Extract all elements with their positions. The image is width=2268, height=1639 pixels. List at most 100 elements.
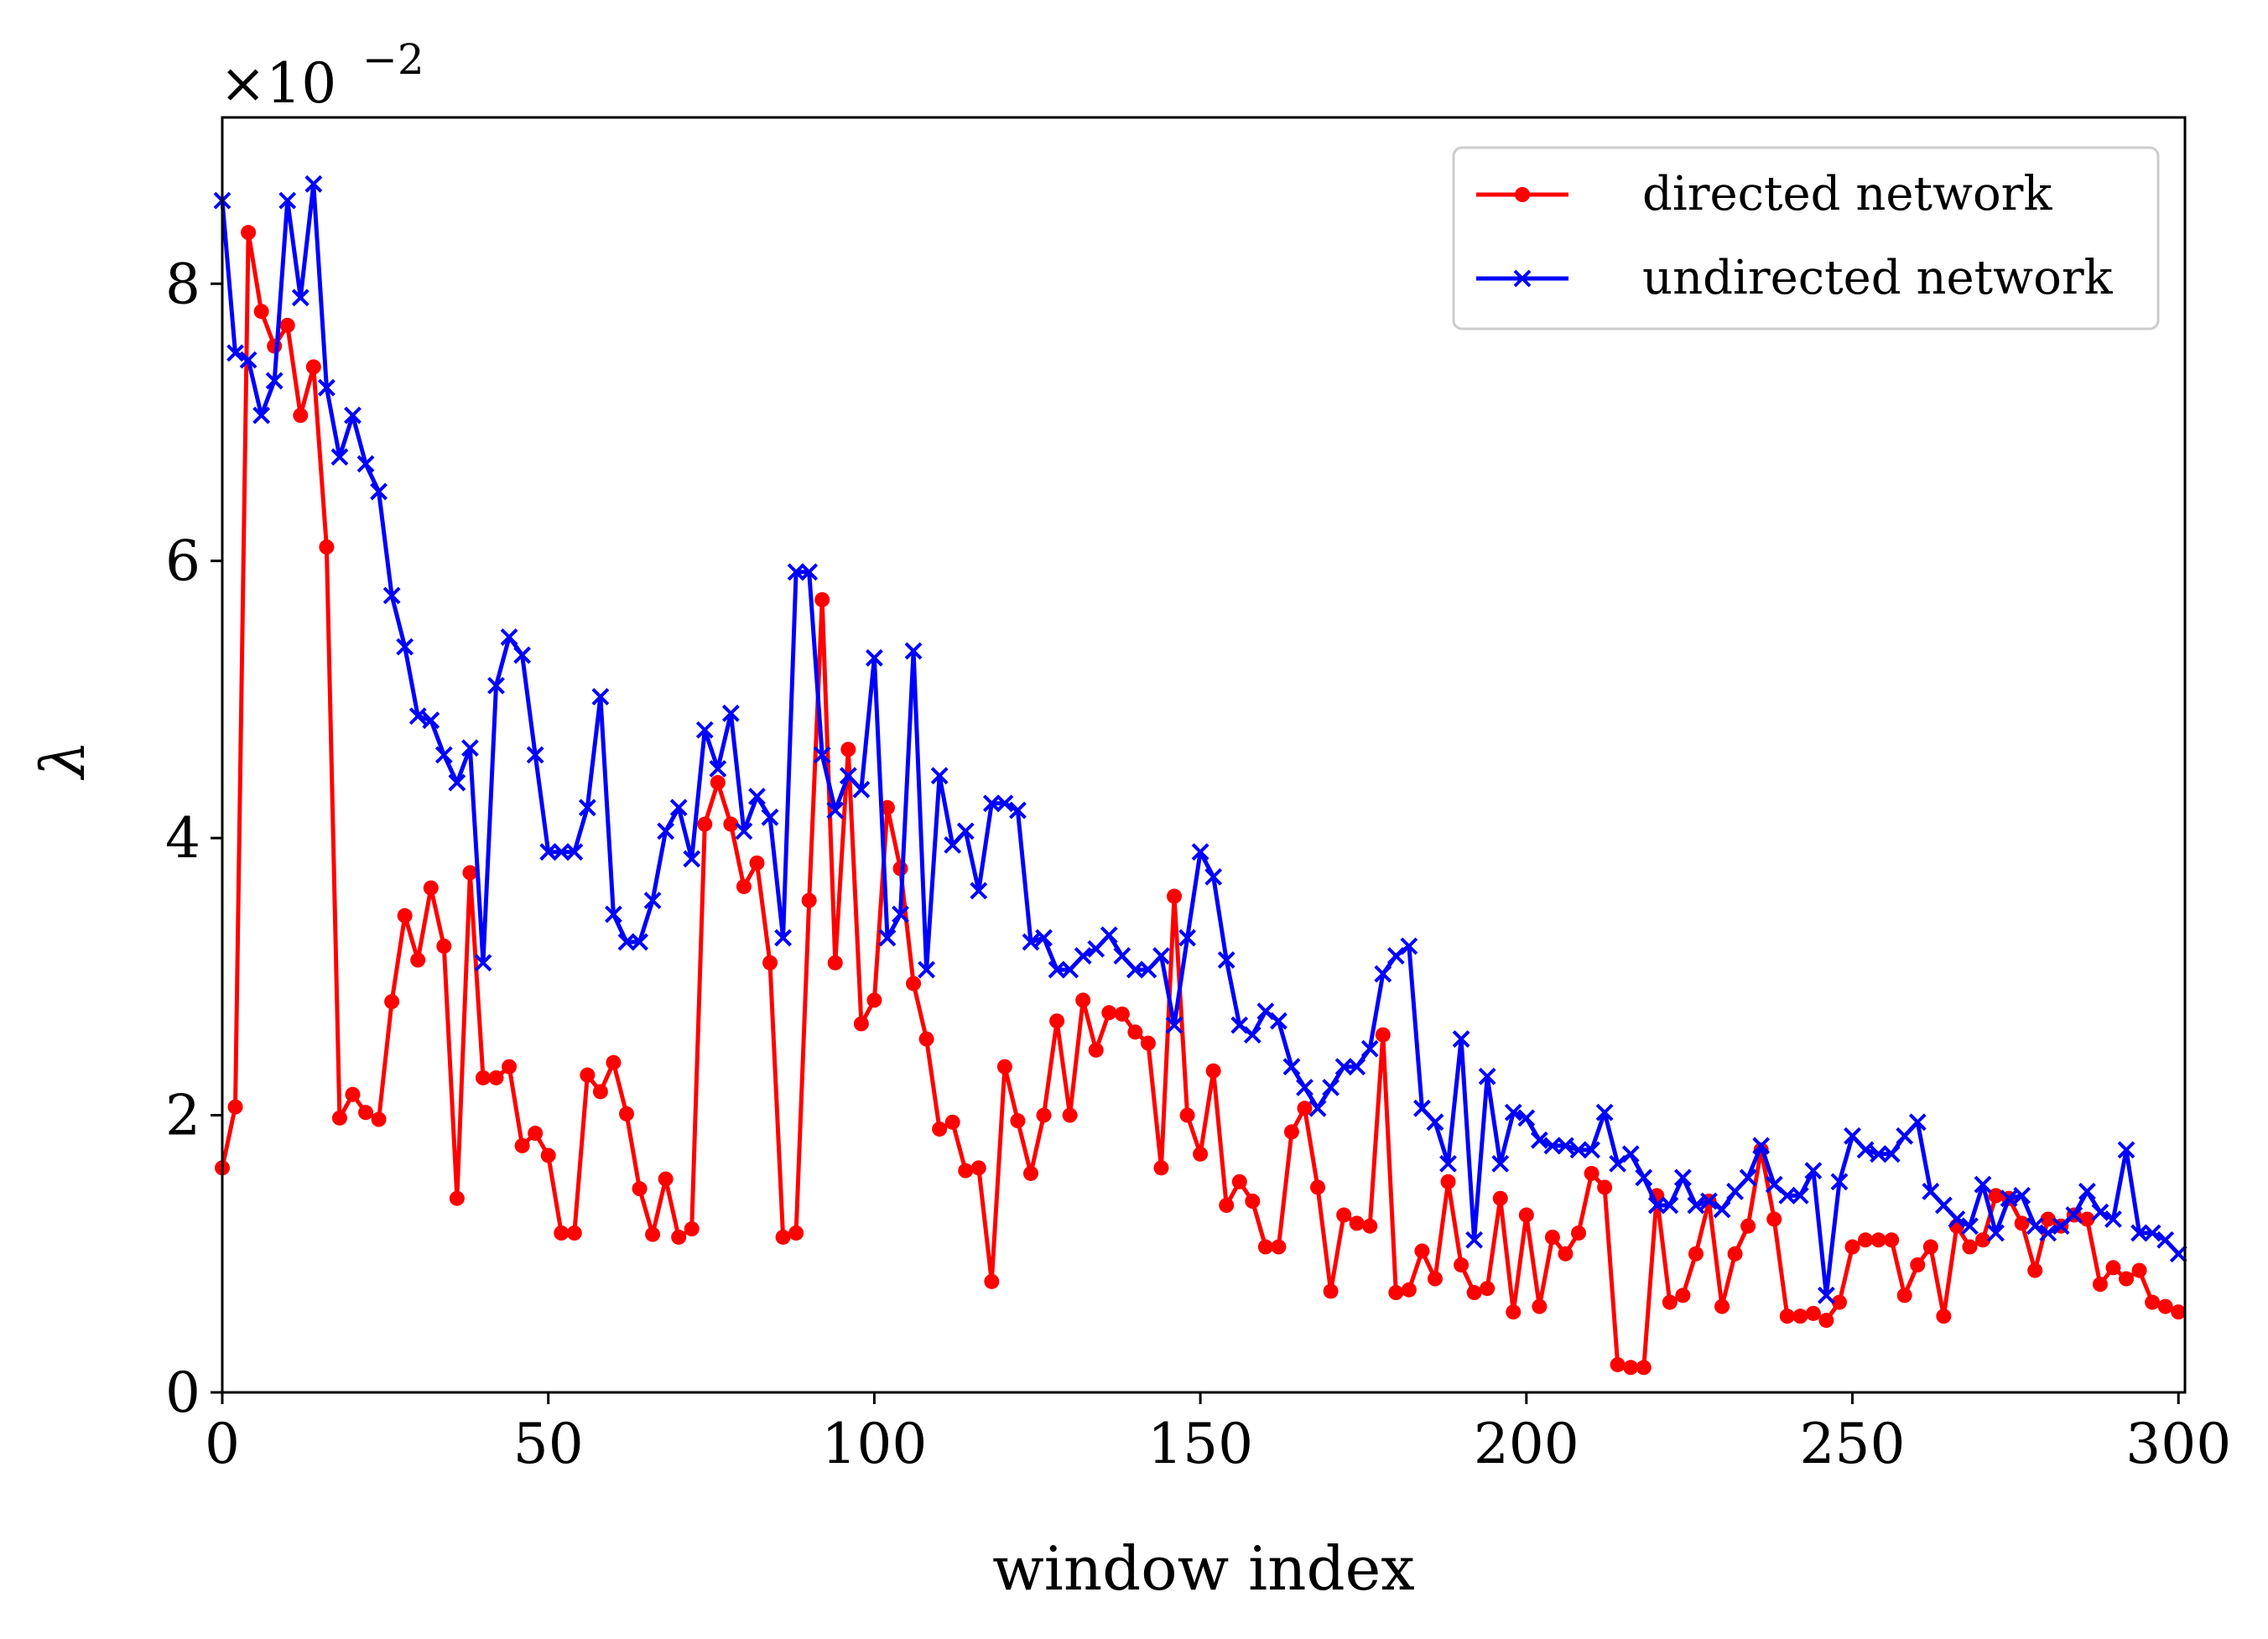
data-point bbox=[226, 344, 244, 362]
data-point bbox=[1426, 1113, 1444, 1132]
y-axis: 0 2 4 6 8 bbox=[165, 252, 222, 1425]
data-point bbox=[580, 1067, 596, 1083]
data-point bbox=[618, 1106, 634, 1121]
data-point bbox=[761, 808, 779, 826]
data-point bbox=[2117, 1141, 2135, 1159]
data-point bbox=[305, 359, 321, 375]
data-point bbox=[227, 1099, 243, 1115]
data-point bbox=[1792, 1309, 1808, 1324]
data-point bbox=[1036, 1107, 1052, 1123]
data-point bbox=[1193, 1146, 1209, 1162]
data-point bbox=[410, 952, 426, 968]
data-point bbox=[683, 850, 701, 868]
data-point bbox=[1219, 1197, 1235, 1213]
data-point bbox=[1204, 867, 1223, 886]
data-point bbox=[1452, 1030, 1470, 1048]
data-point bbox=[345, 1086, 361, 1102]
data-point bbox=[1740, 1218, 1756, 1234]
data-point bbox=[671, 1229, 687, 1245]
data-point bbox=[396, 637, 414, 656]
data-point bbox=[2143, 1224, 2161, 1242]
data-point bbox=[1205, 1063, 1221, 1079]
data-point bbox=[736, 878, 752, 894]
data-point bbox=[788, 1225, 804, 1241]
data-point bbox=[2039, 1224, 2057, 1242]
x-tick-label: 100 bbox=[821, 1412, 927, 1476]
data-point bbox=[2169, 1245, 2187, 1263]
data-point bbox=[710, 775, 726, 791]
data-point bbox=[723, 816, 739, 832]
data-point bbox=[878, 929, 897, 947]
data-point bbox=[1074, 947, 1092, 965]
data-point bbox=[488, 1069, 504, 1085]
y-multiplier-exponent: −2 bbox=[362, 35, 424, 84]
data-point bbox=[291, 289, 310, 307]
data-point bbox=[617, 933, 636, 951]
data-point bbox=[1048, 960, 1066, 979]
data-point bbox=[827, 955, 843, 970]
data-point bbox=[1022, 1165, 1038, 1181]
data-point bbox=[1688, 1246, 1704, 1262]
data-point bbox=[2145, 1294, 2161, 1310]
data-point bbox=[1961, 1217, 1979, 1236]
data-point bbox=[879, 799, 895, 815]
data-point bbox=[684, 1221, 700, 1237]
data-point bbox=[382, 586, 401, 605]
data-point bbox=[1647, 1196, 1666, 1215]
data-point bbox=[1727, 1246, 1743, 1262]
data-point bbox=[840, 741, 856, 757]
data-point bbox=[1114, 1006, 1130, 1022]
data-point bbox=[2171, 1304, 2187, 1320]
data-point bbox=[502, 1059, 518, 1074]
data-point bbox=[1296, 1079, 1313, 1096]
data-point bbox=[1088, 1042, 1104, 1058]
legend-entries: directed network undirected network bbox=[1476, 167, 2114, 305]
data-point bbox=[1987, 1224, 2005, 1242]
data-point bbox=[775, 1229, 791, 1245]
data-point bbox=[1400, 937, 1418, 955]
data-point bbox=[1191, 843, 1209, 861]
data-point bbox=[787, 563, 805, 581]
data-point bbox=[1557, 1137, 1574, 1155]
data-point bbox=[252, 406, 271, 424]
data-point bbox=[944, 835, 962, 854]
data-point bbox=[1870, 1145, 1888, 1163]
data-point bbox=[631, 933, 648, 951]
data-point bbox=[1010, 1113, 1026, 1129]
data-point bbox=[1126, 960, 1144, 979]
data-point bbox=[1818, 1286, 1835, 1304]
data-point bbox=[1465, 1231, 1484, 1249]
y-tick-label: 2 bbox=[165, 1084, 200, 1148]
data-point bbox=[2013, 1186, 2031, 1205]
x-axis: 0 50 100 150 200 250 300 bbox=[205, 1392, 2231, 1476]
data-point bbox=[1830, 1173, 1849, 1191]
data-point bbox=[1934, 1196, 1953, 1215]
data-point bbox=[996, 1059, 1012, 1074]
data-point bbox=[330, 448, 349, 466]
data-point bbox=[2104, 1210, 2122, 1228]
x-axis-label: window index bbox=[992, 1533, 1415, 1604]
data-point bbox=[1856, 1141, 1875, 1159]
series-line bbox=[220, 181, 2181, 1298]
data-point bbox=[1348, 1058, 1366, 1076]
data-point bbox=[1062, 1107, 1078, 1123]
data-point bbox=[1165, 1016, 1183, 1034]
data-point bbox=[304, 174, 323, 193]
data-point bbox=[540, 1147, 556, 1163]
data-point bbox=[1388, 1285, 1404, 1301]
data-point bbox=[1726, 1183, 1745, 1200]
data-point bbox=[853, 1016, 869, 1032]
data-point bbox=[1713, 1200, 1731, 1219]
data-point bbox=[1374, 965, 1392, 983]
data-point bbox=[1818, 1313, 1834, 1329]
data-point bbox=[932, 1121, 948, 1137]
series-line bbox=[220, 230, 2180, 1370]
data-point bbox=[1844, 1126, 1861, 1145]
data-point bbox=[1257, 1239, 1273, 1255]
data-point bbox=[528, 1126, 544, 1142]
data-point bbox=[918, 1031, 934, 1047]
data-point bbox=[1584, 1165, 1600, 1181]
data-point bbox=[1517, 1109, 1536, 1127]
y-axis-label: λ bbox=[28, 740, 98, 781]
data-point bbox=[1167, 888, 1183, 904]
